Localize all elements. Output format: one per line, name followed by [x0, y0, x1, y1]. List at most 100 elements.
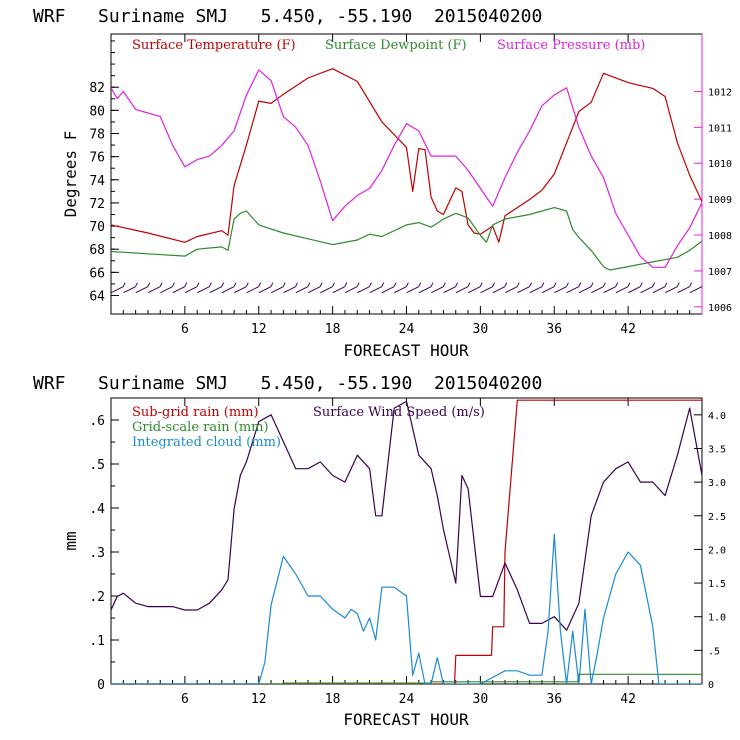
series-line-surface-dewpoint-f	[111, 207, 702, 271]
wind-barb	[147, 286, 161, 294]
y2-tick-label: 2.0	[708, 545, 726, 556]
wind-barb-flag	[504, 282, 508, 287]
x-tick-label: 18	[325, 322, 341, 337]
wind-barb	[467, 286, 481, 294]
y-tick-label: 82	[89, 81, 105, 96]
wind-barb	[418, 286, 432, 294]
x-tick-label: 12	[251, 322, 267, 337]
panel2-right-ticks: 0 .5 1.0 1.5 2.0 2.5 3.0 3.5 4.0	[694, 411, 726, 691]
y-tick-label: .2	[89, 590, 105, 605]
series-line-grid-scale-rain-mm	[111, 673, 702, 684]
wind-barb-flag	[245, 282, 249, 287]
panel1-header: WRF Suriname SMJ 5.450, -55.190 20150402…	[33, 6, 542, 27]
wind-barb-flag	[676, 282, 680, 287]
panel1-left-ticks: 64 66 68 70 72 74 76 78 80 82	[89, 40, 119, 304]
panel2-x-axis-label: FORECAST HOUR	[343, 710, 469, 729]
wind-barb	[492, 286, 506, 294]
panel2-y-axis-label: mm	[61, 531, 80, 550]
x-tick-label: 6	[181, 692, 189, 707]
wind-barb-flag	[221, 282, 225, 287]
wind-barb	[369, 286, 382, 294]
y2-tick-label: 1.0	[708, 613, 726, 624]
legend-subgrid-rain: Sub-grid rain (mm)	[132, 405, 259, 420]
wind-barb-flag	[233, 282, 237, 287]
wind-barb	[307, 286, 321, 294]
y-tick-label: 80	[89, 104, 105, 119]
x-tick-label: 6	[181, 322, 189, 337]
panel2-x-ticks: 6 12 18 24 30 36 42	[122, 398, 691, 707]
y-tick-label: 68	[89, 243, 105, 258]
wind-barb	[578, 286, 592, 294]
x-tick-label: 36	[546, 322, 562, 337]
x-tick-label: 24	[399, 692, 415, 707]
panel1-x-ticks: 6 12 18 24 30 36 42	[122, 34, 691, 337]
wind-barb-flag	[578, 282, 582, 287]
panel1-y-axis-label: Degrees F	[61, 131, 80, 218]
panel2-left-ticks: 0 .1 .2 .3 .4 .5 .6	[89, 397, 119, 693]
wind-barb-flag	[442, 282, 446, 287]
series-line-surface-wind-speed-m-s	[111, 400, 702, 631]
panel2-series	[111, 399, 702, 684]
wind-barb	[111, 286, 124, 294]
panel2-header: WRF Suriname SMJ 5.450, -55.190 20150402…	[33, 373, 542, 394]
wind-barb	[517, 286, 530, 294]
wind-barb-flag	[565, 282, 569, 287]
wind-barb	[123, 286, 136, 294]
wind-barb-flag	[196, 282, 200, 287]
y2-tick-label: 4.0	[708, 411, 726, 422]
wind-barb	[221, 286, 235, 294]
wind-barb-flag	[541, 282, 545, 287]
wind-barb	[504, 286, 518, 294]
wind-barb	[615, 286, 629, 294]
wind-barb-flag	[295, 282, 298, 287]
wind-barb-flag	[467, 282, 471, 287]
panel1-right-ticks: 1006 1007 1008 1009 1010 1011 1012	[694, 87, 732, 314]
wind-barb-flag	[258, 282, 262, 287]
panel1-x-axis-label: FORECAST HOUR	[343, 341, 469, 360]
x-tick-label: 18	[325, 692, 341, 707]
wind-barb	[591, 286, 604, 294]
wind-barb	[270, 286, 284, 294]
wind-barb	[283, 286, 296, 294]
wind-barb	[603, 286, 616, 294]
wind-barb	[246, 286, 259, 294]
wind-barb-flag	[381, 282, 385, 287]
wind-barb	[431, 286, 444, 294]
wind-barb	[197, 286, 210, 294]
wind-barb-flag	[147, 282, 151, 287]
wind-barb-flag	[122, 282, 126, 287]
wind-barb	[394, 286, 407, 294]
legend-surface-temperature: Surface Temperature (F)	[132, 38, 296, 53]
wind-barb-flag	[270, 282, 274, 287]
wind-barb-flag	[652, 282, 656, 287]
wind-barb	[455, 286, 469, 294]
wind-barb-flag	[516, 282, 520, 287]
y-tick-label: 76	[89, 151, 105, 166]
series-line-integrated-cloud-mm	[111, 533, 702, 684]
wind-barb	[160, 286, 173, 294]
temperature-panel: WRF Suriname SMJ 5.450, -55.190 20150402…	[33, 6, 732, 360]
y2-tick-label: 1010	[708, 159, 732, 170]
wind-barb-flag	[356, 282, 360, 287]
wind-barb-flag	[307, 282, 311, 287]
wind-barb-flag	[282, 282, 286, 287]
wind-barb	[566, 286, 579, 294]
wind-barb	[554, 286, 567, 294]
wind-barb	[320, 286, 333, 294]
panel1-series	[111, 68, 702, 271]
x-tick-label: 12	[251, 692, 267, 707]
wind-barb	[172, 286, 185, 294]
panel1-frame	[110, 33, 703, 315]
wind-barb	[381, 286, 395, 294]
legend-surface-wind-speed: Surface Wind Speed (m/s)	[313, 405, 485, 420]
y2-tick-label: 1012	[708, 87, 732, 98]
y-tick-label: .1	[89, 634, 105, 649]
y-tick-label: 78	[89, 128, 105, 143]
wind-barb-flag	[393, 282, 397, 287]
wind-barb	[295, 286, 309, 294]
wind-barb-flag	[455, 282, 459, 287]
wind-barb	[541, 286, 555, 294]
wind-barb	[258, 286, 272, 294]
y2-tick-label: 1006	[708, 303, 732, 314]
